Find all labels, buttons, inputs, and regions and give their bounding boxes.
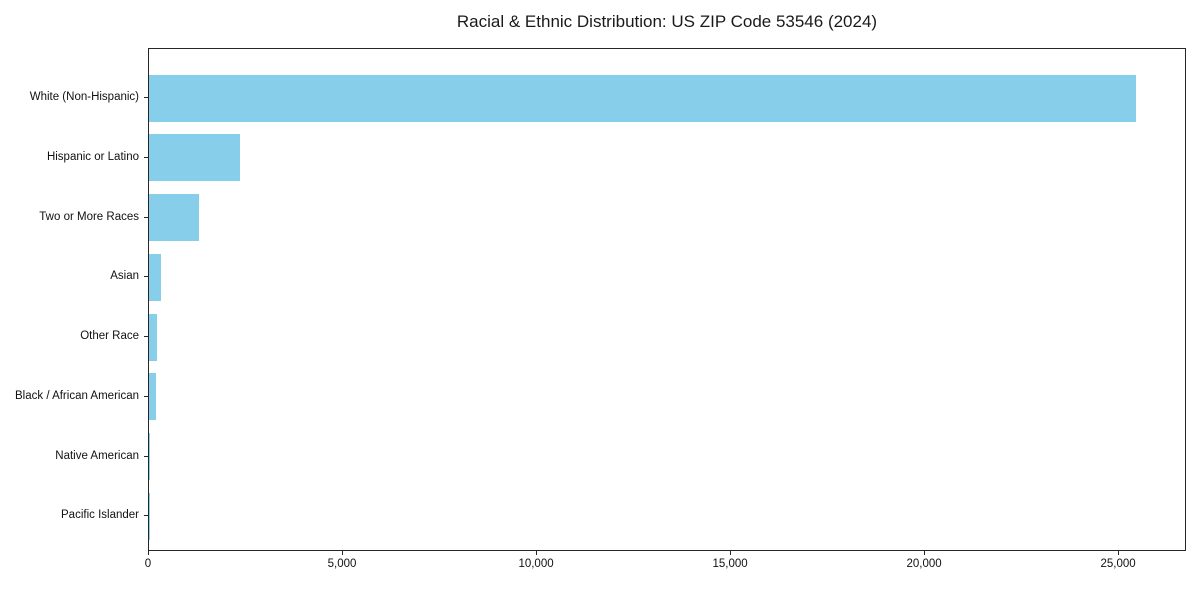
x-tick-label: 0	[144, 558, 152, 570]
y-tick-mark	[144, 515, 148, 517]
bar-asian	[149, 253, 161, 301]
y-tick-label: Other Race	[80, 330, 139, 342]
y-tick-mark	[144, 156, 148, 158]
y-tick-label: Two or More Races	[39, 210, 139, 223]
y-tick-mark	[144, 97, 148, 98]
y-tick-mark	[144, 336, 148, 337]
x-tick-label: 20,000	[906, 558, 942, 570]
x-tick-label: 5,000	[327, 558, 357, 570]
y-tick-label: Native American	[55, 449, 139, 462]
bar-hispanic-or-latino	[149, 134, 240, 182]
y-tick-label: White (Non-Hispanic)	[29, 91, 139, 103]
x-tick-label: 15,000	[712, 558, 748, 570]
plot-area	[148, 48, 1186, 551]
y-tick-mark	[144, 276, 148, 278]
x-tick-label: 25,000	[1100, 558, 1136, 570]
x-tick-mark	[535, 551, 537, 555]
x-tick-mark	[923, 551, 925, 555]
bar-other-race	[149, 313, 157, 361]
bar-black-african-american	[149, 373, 156, 421]
bar-two-or-more-races	[149, 194, 200, 241]
y-tick-label: Hispanic or Latino	[46, 150, 139, 163]
x-tick-mark	[729, 551, 731, 555]
x-tick-mark	[1117, 551, 1119, 555]
bar-white-non-hispanic	[149, 74, 1137, 122]
y-tick-mark	[144, 455, 148, 457]
x-tick-mark	[341, 551, 343, 555]
bar-native-american	[149, 433, 151, 480]
y-tick-mark	[144, 216, 148, 218]
y-tick-label: Asian	[110, 270, 139, 283]
chart-title: Racial & Ethnic Distribution: US ZIP Cod…	[456, 12, 878, 31]
x-tick-mark	[147, 551, 149, 555]
y-tick-label: Pacific Islander	[61, 509, 139, 522]
y-tick-label: Black / African American	[15, 389, 139, 402]
y-tick-mark	[144, 395, 148, 397]
x-tick-label: 10,000	[518, 558, 554, 570]
